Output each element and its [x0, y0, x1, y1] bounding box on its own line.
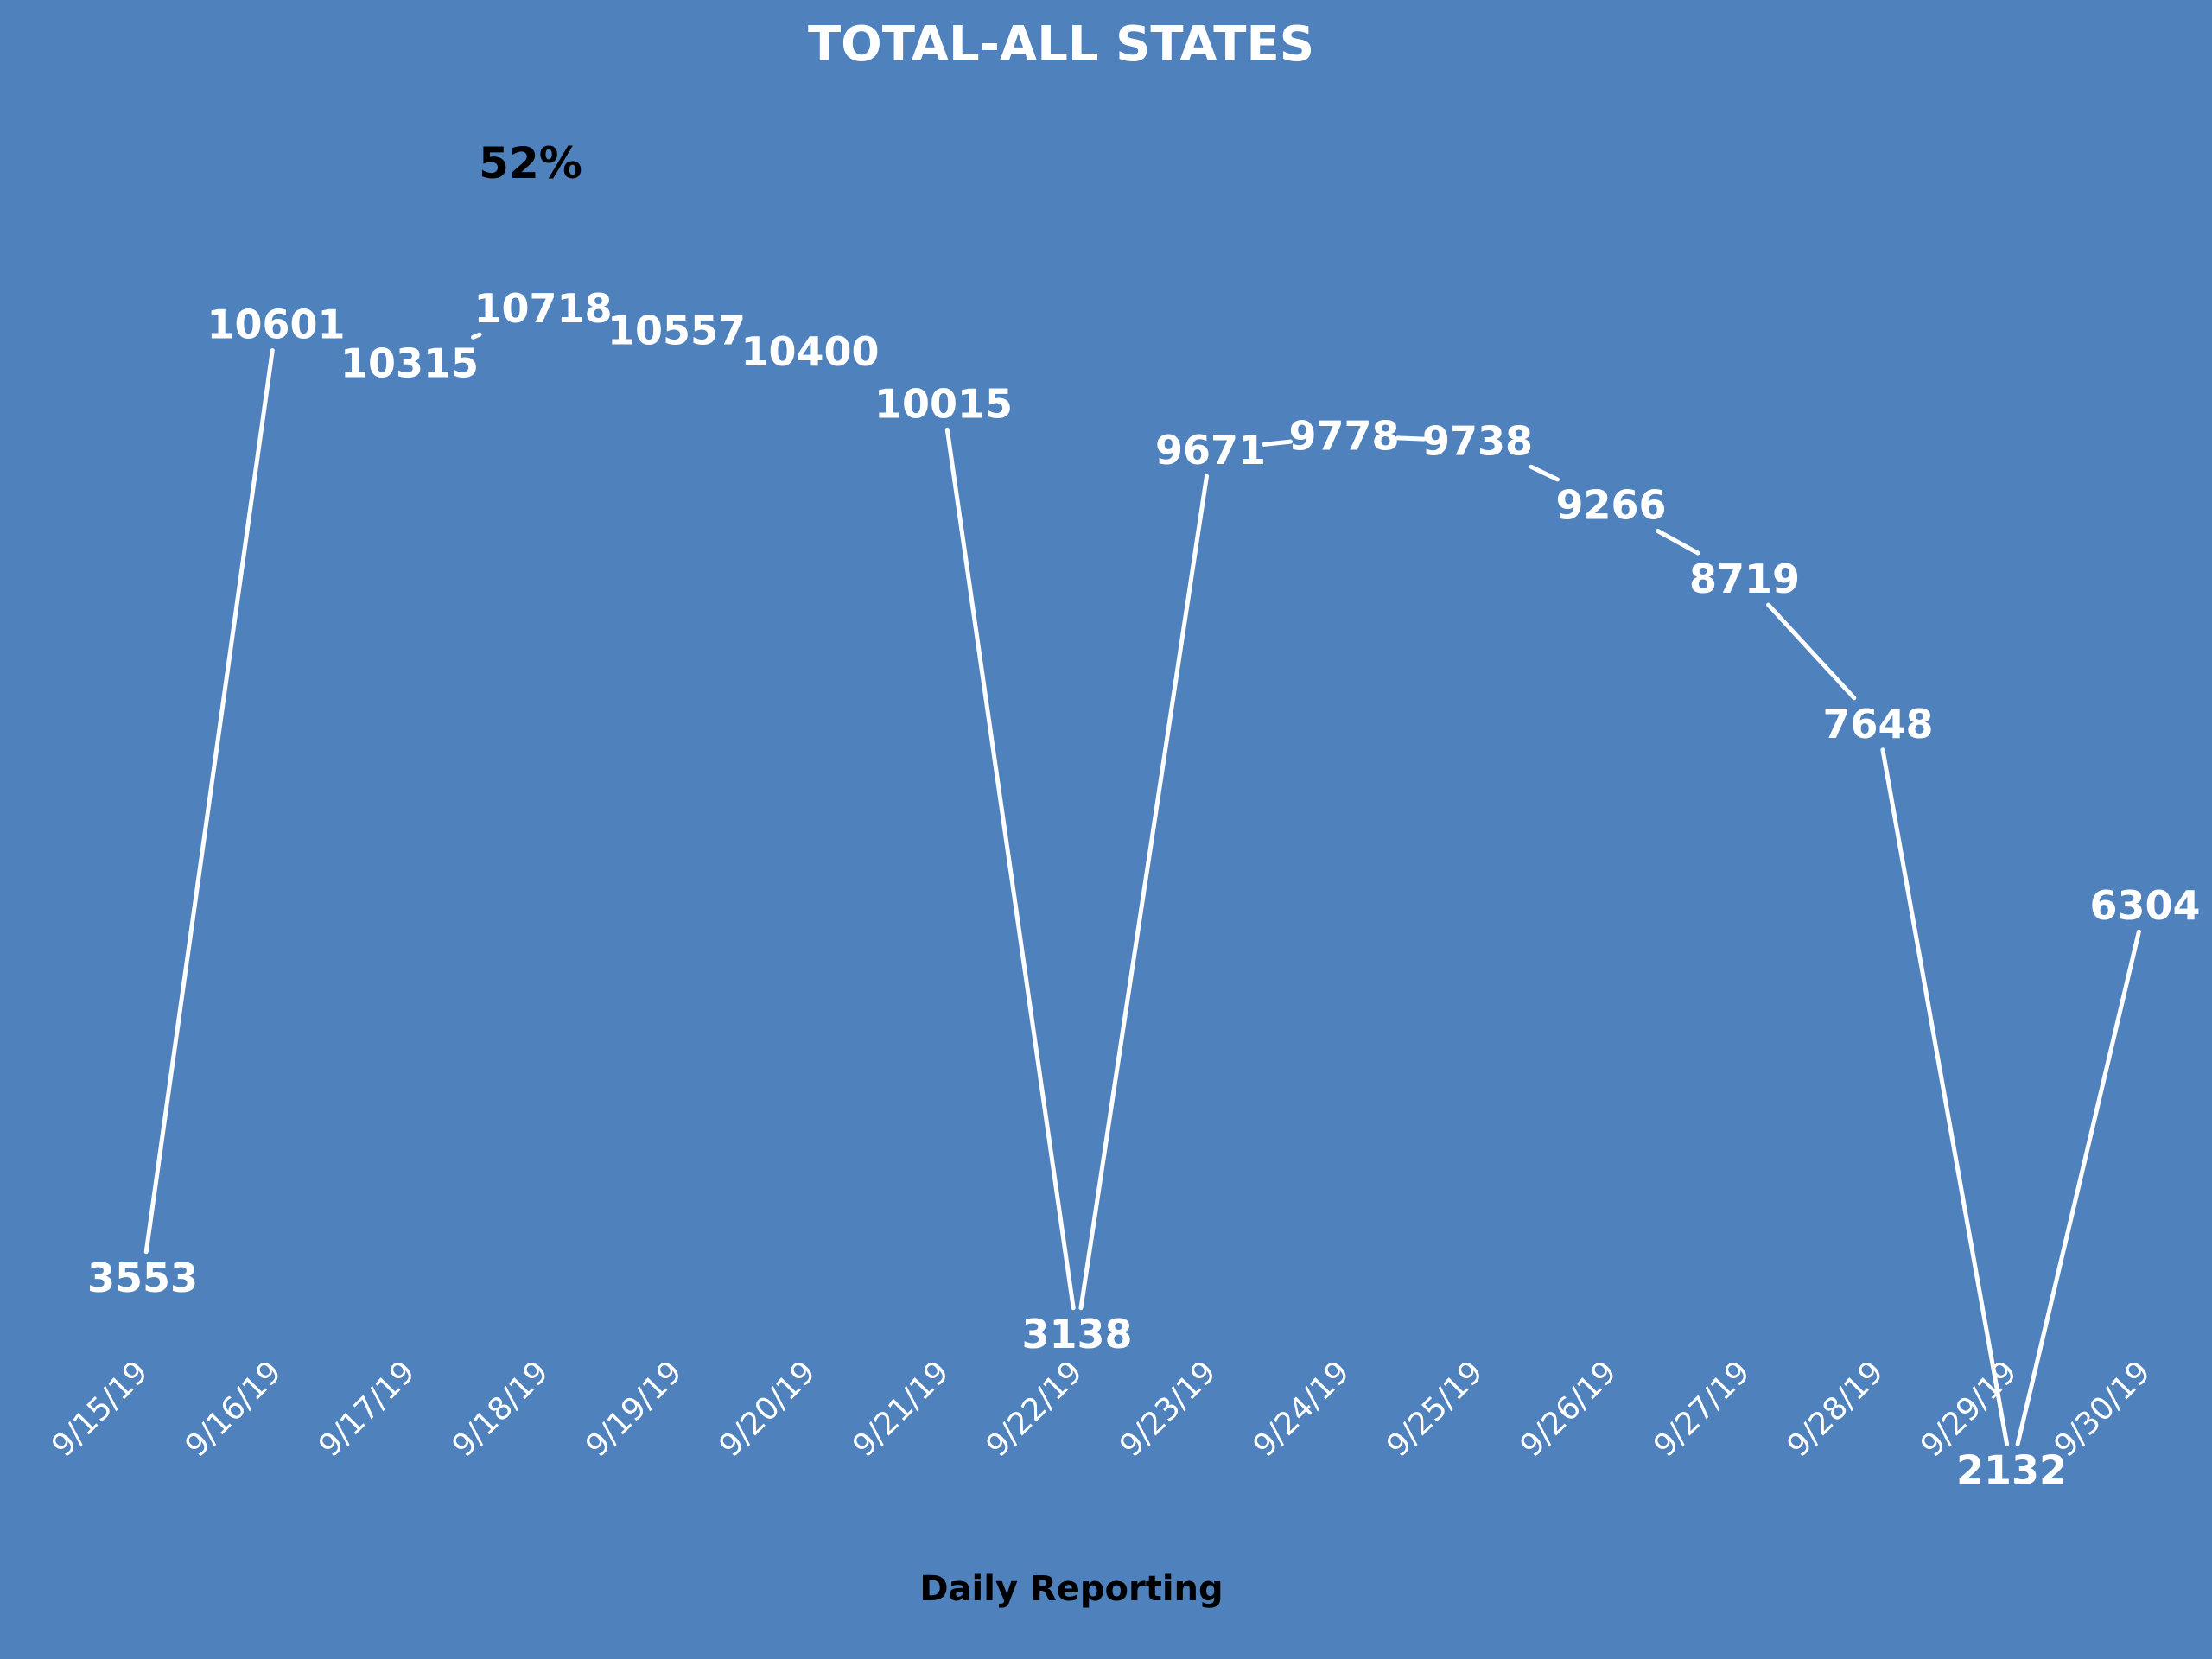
- series-line-segment: [1529, 464, 1560, 482]
- series-line-segment: [1656, 529, 1700, 556]
- series-line-segment: [471, 332, 482, 340]
- data-label: 10557: [607, 307, 746, 353]
- series-line-group: [143, 332, 2141, 1446]
- data-label: 9266: [1555, 482, 1666, 529]
- data-label: 10718: [474, 285, 612, 332]
- x-tick-label: 9/20/19: [713, 1354, 823, 1464]
- data-label: 10400: [741, 328, 879, 375]
- series-line-segment: [1262, 439, 1293, 447]
- annotation-percent: 52%: [479, 138, 582, 188]
- x-tick-label: 9/26/19: [1514, 1354, 1624, 1464]
- series-line-segment: [1766, 602, 1857, 701]
- x-tick-label: 9/16/19: [179, 1354, 289, 1464]
- x-tick-label: 9/27/19: [1647, 1354, 1757, 1464]
- data-label: 6304: [2089, 882, 2200, 929]
- x-tick-label: 9/28/19: [1781, 1354, 1891, 1464]
- data-label: 3553: [87, 1255, 198, 1301]
- data-label: 10015: [874, 380, 1013, 427]
- chart-title: TOTAL-ALL STATES: [808, 16, 1314, 73]
- data-label: 10315: [340, 340, 479, 386]
- x-tick-label: 9/22/19: [980, 1354, 1090, 1464]
- data-label: 9738: [1422, 418, 1533, 465]
- x-tick-label: 9/30/19: [2048, 1354, 2158, 1464]
- data-label: 9671: [1155, 427, 1266, 474]
- x-tick-label: 9/18/19: [446, 1354, 556, 1464]
- x-tick-label: 9/25/19: [1380, 1354, 1490, 1464]
- series-line-segment: [1078, 474, 1209, 1311]
- x-tick-label-group: 9/15/19 9/16/19 9/17/19 9/18/19 9/19/19 9/20/…: [45, 1354, 2158, 1464]
- data-label: 7648: [1822, 701, 1933, 747]
- series-line-segment: [1395, 435, 1427, 442]
- data-label: 3138: [1021, 1311, 1132, 1357]
- series-line-segment: [2015, 929, 2141, 1446]
- x-tick-label: 9/23/19: [1113, 1354, 1223, 1464]
- x-tick-label: 9/19/19: [579, 1354, 689, 1464]
- data-label: 9778: [1288, 412, 1399, 459]
- series-line-segment: [143, 348, 275, 1255]
- x-tick-label: 9/21/19: [846, 1354, 956, 1464]
- data-label: 10601: [207, 302, 345, 348]
- data-label: 8719: [1689, 556, 1800, 602]
- series-line-segment: [944, 427, 1076, 1311]
- series-line-segment: [1880, 747, 2010, 1446]
- x-tick-label: 9/15/19: [45, 1354, 155, 1464]
- x-tick-label: 9/24/19: [1247, 1354, 1357, 1464]
- x-tick-label: 9/17/19: [312, 1354, 422, 1464]
- data-label: 2132: [1956, 1446, 2067, 1493]
- x-axis-title: Daily Reporting: [919, 1569, 1223, 1609]
